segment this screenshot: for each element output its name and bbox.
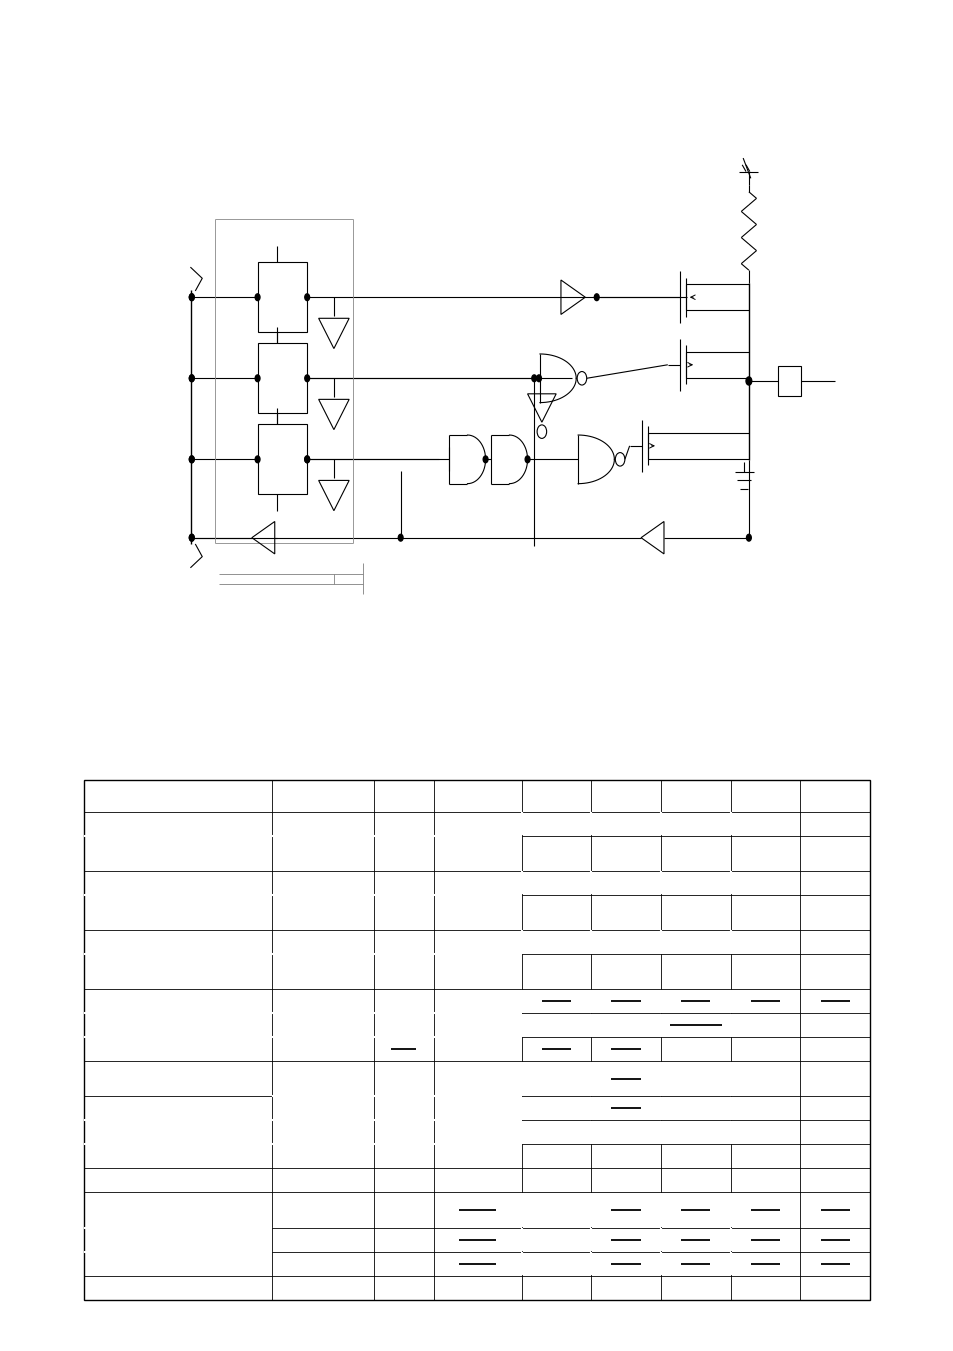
Circle shape <box>525 455 530 462</box>
Circle shape <box>746 534 751 542</box>
Circle shape <box>398 534 402 542</box>
Circle shape <box>305 455 309 462</box>
Bar <box>257 424 307 494</box>
Circle shape <box>745 377 751 385</box>
Bar <box>777 366 801 396</box>
Circle shape <box>189 534 194 542</box>
Circle shape <box>189 534 194 542</box>
Circle shape <box>254 295 259 301</box>
Bar <box>84 780 869 1300</box>
Bar <box>257 262 307 332</box>
Circle shape <box>532 376 536 382</box>
Bar <box>257 343 307 413</box>
Circle shape <box>254 376 259 382</box>
Circle shape <box>189 295 194 301</box>
Circle shape <box>594 295 598 301</box>
Circle shape <box>305 376 309 382</box>
Circle shape <box>189 455 194 462</box>
Circle shape <box>189 376 194 382</box>
Circle shape <box>305 455 309 462</box>
Circle shape <box>189 295 194 301</box>
Circle shape <box>254 455 259 462</box>
Circle shape <box>189 455 194 462</box>
Circle shape <box>482 455 487 462</box>
Circle shape <box>536 376 540 382</box>
Circle shape <box>305 295 309 301</box>
Circle shape <box>189 376 194 382</box>
